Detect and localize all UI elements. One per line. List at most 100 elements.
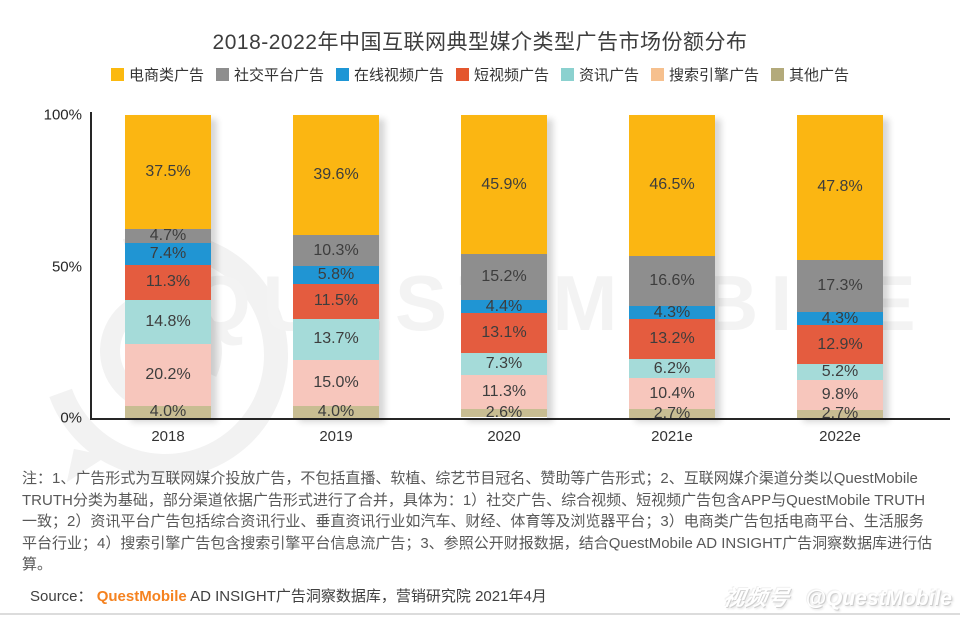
bar-segment-label: 4.3%	[653, 303, 691, 321]
legend-label: 资讯广告	[579, 67, 640, 84]
bar-segment-label: 11.5%	[313, 292, 359, 310]
y-axis-tick-label: 0%	[60, 409, 82, 427]
bar-segment-label: 10.4%	[649, 384, 695, 402]
bar-segment: 4.4%	[461, 297, 547, 315]
legend-swatch-icon	[215, 68, 229, 81]
bar-segment: 7.3%	[461, 353, 547, 376]
bar-segment-label: 20.2%	[145, 365, 191, 383]
bar-segment-label: 16.6%	[649, 272, 695, 290]
legend-item-0: 电商类广告	[110, 64, 204, 85]
bar-segment: 10.4%	[629, 377, 715, 410]
channel-watermark: 视频号 @QuestMobile	[721, 582, 953, 612]
bar-segment-label: 13.1%	[481, 324, 527, 342]
bar-segment: 17.3%	[797, 259, 883, 313]
legend-item-1: 社交平台广告	[215, 64, 324, 85]
bar-segment-label: 46.5%	[649, 176, 695, 194]
bar-segment: 5.8%	[293, 266, 379, 284]
bar-segment: 4.3%	[629, 303, 715, 321]
bar-segment-label: 4.0%	[317, 402, 355, 420]
bar-segment: 12.9%	[797, 325, 883, 365]
x-axis-tick-label: 2019	[319, 428, 353, 445]
bar-segment: 4.3%	[797, 309, 883, 327]
bar-segment: 45.9%	[461, 115, 547, 255]
bar-segment: 2.7%	[797, 405, 883, 421]
bar-segment: 16.6%	[629, 255, 715, 307]
legend-label: 其他广告	[789, 67, 850, 84]
bar-segment-label: 45.9%	[481, 175, 527, 193]
bar-segment: 37.5%	[125, 115, 211, 229]
bar-segment-label: 15.2%	[481, 268, 527, 286]
bar-segment: 20.2%	[125, 344, 211, 406]
bar-segment-label: 5.8%	[317, 265, 355, 283]
legend-swatch-icon	[110, 68, 124, 81]
bar-segment: 5.2%	[797, 363, 883, 381]
bar-segment: 46.5%	[629, 115, 715, 256]
x-axis-line	[90, 418, 950, 420]
bar-segment-label: 37.5%	[145, 162, 191, 180]
source-line: Source： QuestMobile AD INSIGHT广告洞察数据库，营销…	[30, 585, 547, 606]
source-rest: AD INSIGHT广告洞察数据库，营销研究院 2021年4月	[190, 588, 547, 605]
bar-segment-label: 12.9%	[817, 335, 863, 353]
x-axis-tick-label: 2021e	[651, 428, 693, 445]
bar-segment: 2.7%	[629, 405, 715, 421]
bar-segment-label: 13.7%	[313, 330, 359, 348]
bar-segment: 4.0%	[293, 402, 379, 420]
bar-segment: 7.4%	[125, 242, 211, 266]
legend-swatch-icon	[651, 68, 665, 81]
chart-legend: 电商类广告 社交平台广告 在线视频广告 短视频广告 资讯广告 搜索引擎广告 其他广告	[0, 64, 960, 85]
legend-item-6: 其他广告	[771, 64, 849, 85]
bar-segment-label: 2.7%	[821, 404, 859, 422]
bar-column-2021e: 46.5% 16.6% 4.3% 13.2% 6.2% 10.4% 2.7%	[629, 115, 715, 421]
legend-label: 搜索引擎广告	[669, 67, 760, 84]
x-axis-tick-label: 2020	[487, 428, 521, 445]
bar-segment-label: 10.3%	[313, 241, 359, 259]
bar-segment: 15.2%	[461, 254, 547, 301]
bar-segment: 13.1%	[461, 313, 547, 354]
bar-segment: 13.7%	[293, 318, 379, 361]
source-brand: QuestMobile	[96, 588, 187, 605]
legend-label: 电商类广告	[128, 67, 204, 84]
bar-segment-label: 7.4%	[149, 245, 187, 263]
bar-segment: 11.3%	[125, 265, 211, 300]
bar-segment: 39.6%	[293, 115, 379, 235]
page-title: 2018-2022年中国互联网典型媒介类型广告市场份额分布	[212, 31, 748, 54]
y-axis-line	[90, 112, 92, 419]
legend-label: 短视频广告	[473, 67, 549, 84]
legend-swatch-icon	[561, 68, 574, 81]
bar-column-2019: 39.6% 10.3% 5.8% 11.5% 13.7% 15.0% 4.0%	[293, 115, 379, 420]
bar-segment-label: 47.8%	[817, 178, 863, 196]
bar-segment-label: 15.0%	[313, 373, 359, 391]
bar-segment: 9.8%	[797, 380, 883, 410]
footnotes: 注：1、广告形式为互联网媒介投放广告，不包括直播、软植、综艺节目冠名、赞助等广告…	[22, 470, 933, 573]
bar-segment-label: 11.3%	[481, 383, 527, 401]
legend-label: 在线视频广告	[353, 67, 444, 84]
bar-segment: 15.0%	[293, 360, 379, 406]
bar-segment-label: 4.7%	[149, 226, 187, 244]
bar-segment: 13.2%	[629, 319, 715, 360]
bar-segment: 4.0%	[125, 403, 211, 419]
y-axis-tick-label: 100%	[43, 106, 82, 124]
bar-segment-label: 9.8%	[821, 385, 859, 403]
bar-segment: 47.8%	[797, 115, 883, 260]
bar-segment: 11.3%	[461, 375, 547, 410]
bar-segment-label: 4.4%	[485, 297, 523, 315]
legend-swatch-icon	[335, 68, 349, 81]
channel-handle: @QuestMobile	[805, 587, 953, 610]
bar-segment-label: 4.3%	[821, 309, 859, 327]
x-axis-tick-label: 2018	[151, 428, 185, 445]
bar-segment-label: 5.2%	[821, 363, 859, 381]
bar-segment-label: 6.2%	[653, 359, 691, 377]
bar-column-2020: 45.9% 15.2% 4.4% 13.1% 7.3% 11.3% 2.6%	[461, 115, 547, 421]
legend-item-5: 搜索引擎广告	[651, 64, 759, 85]
bar-column-2018: 37.5% 4.7% 7.4% 11.3% 14.8% 20.2% 4.0%	[125, 115, 211, 419]
bar-segment-label: 2.7%	[653, 404, 691, 422]
bar-segment: 2.6%	[461, 405, 547, 421]
bar-segment-label: 11.3%	[145, 273, 191, 291]
source-prefix: Source：	[30, 588, 93, 605]
legend-label: 社交平台广告	[233, 67, 324, 84]
legend-swatch-icon	[455, 68, 469, 81]
bar-segment-label: 7.3%	[485, 355, 523, 373]
bar-segment-label: 14.8%	[145, 312, 191, 330]
